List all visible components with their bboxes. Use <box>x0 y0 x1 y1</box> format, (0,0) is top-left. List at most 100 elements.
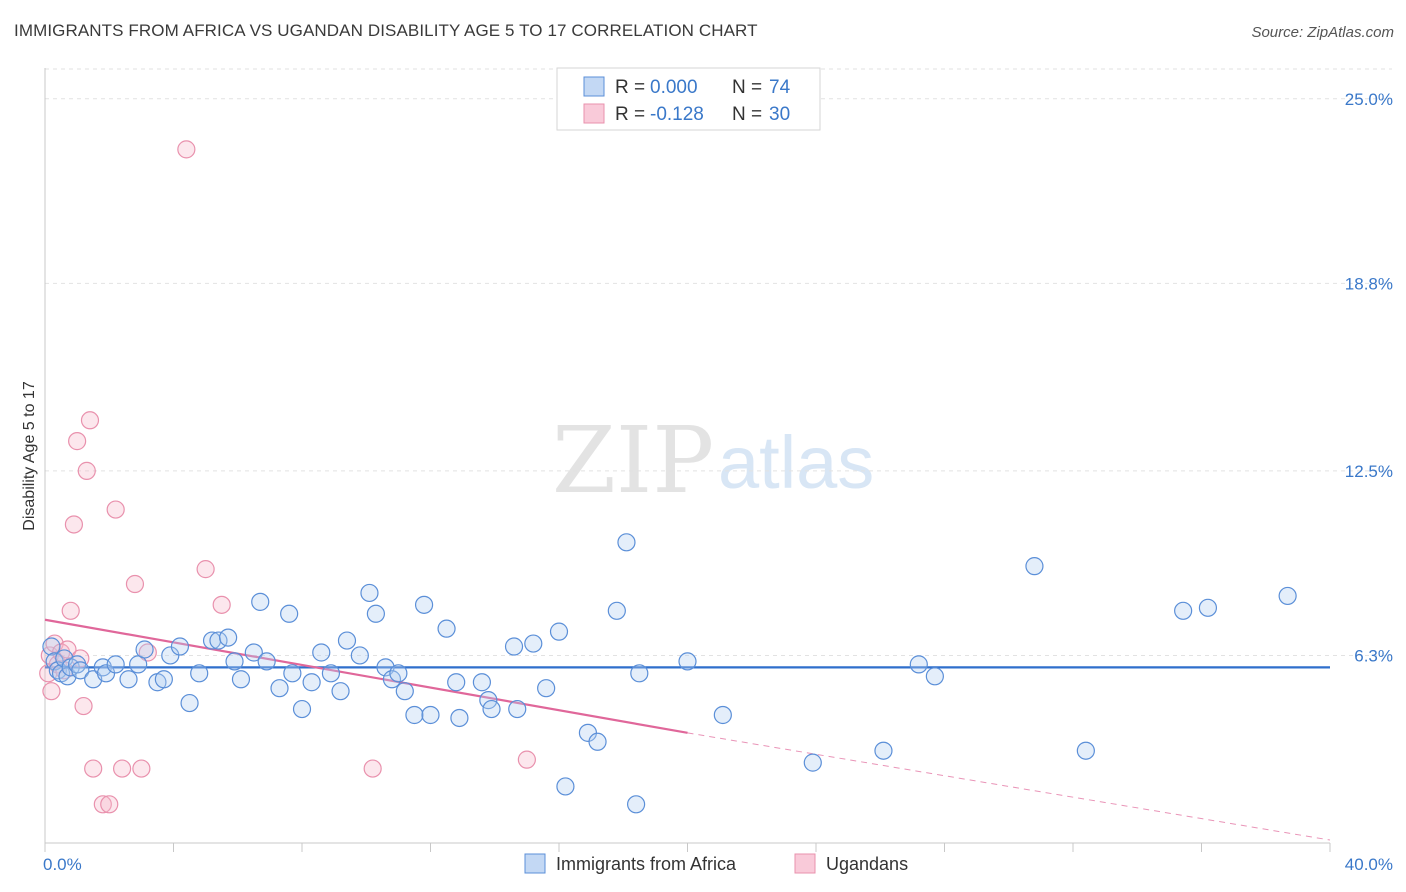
africa-point <box>321 664 341 683</box>
correlation-legend: R = 0.000 N = 74 R = -0.128 N = 30 <box>556 67 821 131</box>
x-ticks <box>44 843 1331 852</box>
legend-r-label-uganda: R = <box>615 104 645 125</box>
bottom-legend-swatch-uganda <box>794 853 816 874</box>
legend-n-label-uganda: N = <box>732 104 762 125</box>
y-tick-label: 18.8% <box>1345 274 1393 293</box>
x-tick-label-min: 0.0% <box>43 855 82 874</box>
africa-point <box>106 655 125 674</box>
africa-point <box>170 637 190 656</box>
africa-point <box>504 637 524 656</box>
africa-point <box>630 664 649 683</box>
uganda-point <box>84 759 103 778</box>
bottom-legend-swatch-africa <box>524 853 546 874</box>
africa-point <box>366 604 385 623</box>
uganda-point <box>177 140 196 159</box>
africa-point <box>537 679 556 698</box>
africa-point <box>405 705 424 725</box>
africa-point <box>1174 601 1193 620</box>
africa-point <box>524 634 543 653</box>
africa-point <box>874 741 893 760</box>
africa-point <box>447 673 466 692</box>
africa-point <box>472 673 491 692</box>
uganda-point <box>112 759 132 778</box>
africa-point <box>1076 741 1095 760</box>
africa-point <box>508 699 527 719</box>
uganda-point <box>517 750 536 769</box>
chart-title: IMMIGRANTS FROM AFRICA VS UGANDAN DISABI… <box>14 21 758 40</box>
x-tick-label-max: 40.0% <box>1345 855 1393 874</box>
africa-point <box>909 655 928 674</box>
legend-n-value-uganda: 30 <box>769 104 790 125</box>
uganda-point <box>106 500 125 519</box>
y-tick-label: 25.0% <box>1345 90 1393 109</box>
source-label: Source: ZipAtlas.com <box>1251 24 1394 41</box>
africa-point <box>421 705 440 725</box>
africa-point <box>1198 598 1218 617</box>
legend-r-label-africa: R = <box>615 77 645 98</box>
uganda-point <box>80 411 100 430</box>
africa-point <box>270 679 289 698</box>
africa-point <box>283 664 302 683</box>
africa-point <box>713 705 732 725</box>
bottom-legend-label-africa: Immigrants from Africa <box>556 854 737 874</box>
africa-point <box>42 637 61 656</box>
uganda-point <box>61 601 80 620</box>
uganda-point <box>196 560 215 579</box>
uganda-point <box>212 595 231 614</box>
uganda-point <box>93 795 112 814</box>
africa-point <box>135 640 154 659</box>
uganda-point <box>125 574 145 594</box>
africa-point <box>312 643 331 662</box>
africa-point <box>337 631 357 650</box>
uganda-point <box>68 432 87 451</box>
africa-point <box>302 673 321 692</box>
uganda-point <box>64 515 84 534</box>
africa-point <box>556 777 575 796</box>
africa-point <box>360 583 379 603</box>
grid-lines <box>45 68 1392 656</box>
africa-point <box>244 643 263 662</box>
trend-line <box>44 618 688 734</box>
africa-point <box>678 652 697 671</box>
y-axis-label: Disability Age 5 to 17 <box>21 381 38 531</box>
africa-point <box>231 670 251 689</box>
africa-point <box>482 699 501 719</box>
africa-point <box>1278 586 1297 606</box>
africa-point <box>549 622 569 641</box>
legend-n-value-africa: 74 <box>769 77 791 98</box>
africa-point <box>331 682 350 701</box>
uganda-point <box>132 759 151 778</box>
uganda-point <box>138 643 157 662</box>
africa-point <box>617 533 636 552</box>
africa-point <box>607 601 626 620</box>
africa-point <box>1025 557 1044 576</box>
bottom-legend-label-uganda: Ugandans <box>826 854 908 874</box>
africa-point <box>251 592 270 611</box>
uganda-point <box>77 461 96 480</box>
watermark-zip: ZIP <box>552 407 714 514</box>
watermark-atlas: atlas <box>718 421 874 504</box>
africa-point <box>389 664 408 683</box>
africa-point <box>414 595 434 614</box>
africa-point <box>292 699 312 719</box>
uganda-point <box>42 682 61 701</box>
uganda-point <box>100 795 119 814</box>
africa-point <box>190 664 209 683</box>
africa-point <box>626 795 646 814</box>
legend-swatch-uganda <box>583 103 605 124</box>
africa-point <box>225 652 244 671</box>
legend-r-value-africa: 0.000 <box>650 77 698 98</box>
africa-point <box>350 646 369 665</box>
africa-point <box>71 661 90 680</box>
series-immigrants-from-africa <box>42 533 1297 814</box>
legend-r-value-uganda: -0.128 <box>650 104 704 125</box>
africa-point <box>219 628 238 647</box>
africa-point <box>257 652 276 671</box>
trend-line-extension <box>687 732 1331 841</box>
africa-point <box>119 670 138 689</box>
series-legend: Immigrants from Africa Ugandans <box>524 853 908 874</box>
uganda-point <box>74 696 93 716</box>
y-tick-labels: 6.3% 12.5% 18.8% 25.0% <box>1345 90 1393 666</box>
africa-point <box>437 619 456 638</box>
